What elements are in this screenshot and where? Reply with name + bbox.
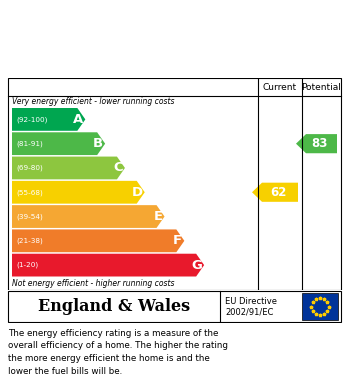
Polygon shape [12,181,145,204]
Text: (81-91): (81-91) [16,140,43,147]
Text: (1-20): (1-20) [16,262,38,268]
Polygon shape [12,254,204,276]
Polygon shape [252,183,298,202]
Text: F: F [173,234,182,248]
Text: E: E [153,210,163,223]
Text: Energy Efficiency Rating: Energy Efficiency Rating [69,57,279,72]
Text: Potential: Potential [302,83,341,91]
Polygon shape [12,156,125,179]
Text: EU Directive: EU Directive [225,297,277,306]
Polygon shape [12,230,184,252]
Text: Very energy efficient - lower running costs: Very energy efficient - lower running co… [12,97,174,106]
Polygon shape [296,134,337,153]
Bar [302,293,338,320]
Text: England & Wales: England & Wales [38,298,190,315]
Text: G: G [191,258,202,272]
Text: Current: Current [263,83,297,91]
Text: 2002/91/EC: 2002/91/EC [225,308,274,317]
Text: (21-38): (21-38) [16,238,43,244]
Text: C: C [113,161,123,174]
Polygon shape [12,108,85,131]
Text: The energy efficiency rating is a measure of the
overall efficiency of a home. T: The energy efficiency rating is a measur… [8,329,228,375]
Text: (55-68): (55-68) [16,189,43,196]
Text: B: B [93,137,103,150]
Text: D: D [132,186,143,199]
Text: A: A [73,113,83,126]
Text: (92-100): (92-100) [16,116,47,123]
Polygon shape [12,205,165,228]
Text: 83: 83 [311,137,328,150]
Text: Not energy efficient - higher running costs: Not energy efficient - higher running co… [12,280,174,289]
Text: (69-80): (69-80) [16,165,43,171]
Polygon shape [12,132,105,155]
Text: 62: 62 [270,186,286,199]
Text: (39-54): (39-54) [16,213,43,220]
